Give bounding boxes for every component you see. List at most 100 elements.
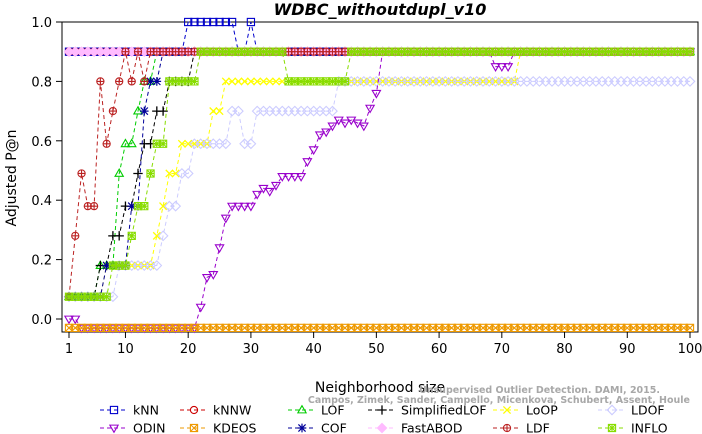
point-loop	[265, 77, 274, 86]
legend-marker	[297, 423, 307, 433]
point-loop	[184, 139, 193, 148]
point-odin	[496, 63, 507, 72]
point-odin	[490, 63, 501, 72]
legend-label: LDOF	[631, 403, 665, 418]
chart-title: WDBC_withoutdupl_v10	[274, 0, 487, 19]
point-loop	[259, 77, 268, 86]
point-odin	[195, 303, 206, 313]
point-inflo	[146, 169, 155, 178]
point-odin	[95, 324, 106, 334]
point-odin	[358, 122, 369, 132]
point-odin	[371, 89, 382, 99]
point-loop	[246, 77, 255, 86]
point-loop	[171, 169, 180, 178]
x-tick-label: 20	[180, 342, 197, 357]
legend-item-fastabod: FastABOD	[368, 421, 463, 434]
legend-item-knn: kNN	[100, 403, 159, 418]
watermark-line-1: Unsupervised Outlier Detection. DAMI, 20…	[419, 385, 660, 396]
point-odin	[327, 122, 338, 132]
legend-marker	[502, 423, 512, 433]
point-odin	[289, 173, 300, 182]
y-tick-label: 0.8	[31, 75, 52, 90]
legend-item-ldf: LDF	[493, 421, 550, 434]
legend-marker	[606, 404, 618, 416]
legend-marker	[607, 423, 617, 433]
point-odin	[252, 190, 263, 200]
legend-marker	[502, 405, 512, 415]
point-odin	[82, 324, 93, 334]
point-simplifiedlof	[158, 106, 168, 116]
legend-marker	[109, 405, 119, 415]
point-odin	[139, 324, 150, 334]
point-odin	[164, 324, 175, 334]
point-ldf	[133, 47, 143, 56]
legend-label: FastABOD	[401, 421, 463, 434]
point-ldf	[77, 169, 86, 178]
point-odin	[170, 324, 181, 334]
point-odin	[233, 202, 244, 212]
point-odin	[296, 173, 307, 182]
point-ldf	[102, 139, 111, 148]
point-ldf	[127, 77, 136, 86]
point-odin	[239, 202, 250, 212]
point-odin	[339, 119, 351, 129]
point-loop	[228, 77, 237, 86]
point-inflo	[685, 47, 695, 56]
point-lof	[132, 105, 144, 115]
point-odin	[214, 244, 225, 254]
point-inflo	[140, 201, 149, 211]
point-odin	[270, 181, 282, 191]
point-lof	[126, 138, 137, 148]
point-odin	[158, 324, 169, 334]
legend-label: LOF	[321, 403, 345, 418]
x-tick-label: 50	[368, 342, 385, 357]
x-tick-label: 90	[619, 342, 636, 357]
y-axis-ticks: 0.0 0.2 0.4 0.6 0.8 1.0	[31, 16, 62, 328]
point-odin	[189, 324, 200, 334]
point-inflo	[278, 47, 287, 56]
legend-label: LoOP	[526, 403, 558, 418]
legend-label: COF	[321, 421, 347, 434]
legend-item-loop: LoOP	[493, 403, 558, 418]
point-cof	[152, 77, 162, 86]
point-knn	[202, 17, 212, 27]
legend-marker	[377, 405, 387, 415]
point-inflo	[340, 77, 350, 86]
point-loop	[215, 107, 224, 116]
point-ldof	[220, 138, 232, 150]
point-odin	[503, 63, 514, 72]
legend-marker	[296, 404, 308, 414]
point-odin	[245, 202, 256, 212]
point-odin	[89, 324, 100, 334]
point-ldf	[121, 47, 130, 56]
y-axis-label: Adjusted P@n	[4, 129, 20, 226]
legend-item-cof: COF	[288, 421, 347, 434]
point-odin	[365, 104, 376, 114]
point-odin	[321, 128, 332, 138]
point-odin	[208, 271, 219, 280]
point-knn	[209, 17, 218, 27]
point-inflo	[121, 261, 130, 270]
point-loop	[271, 77, 281, 86]
point-knn	[227, 17, 237, 27]
series-kdeos	[64, 323, 695, 333]
point-knn	[190, 17, 199, 27]
point-odin	[227, 202, 238, 212]
point-odin	[132, 324, 144, 334]
point-knn	[196, 17, 205, 27]
point-ldof	[157, 230, 169, 242]
legend-item-kdeos: KDEOS	[180, 421, 257, 434]
x-tick-label: 60	[431, 342, 448, 357]
point-loop	[165, 169, 174, 178]
legend-label: INFLO	[631, 421, 668, 434]
series-inflo	[64, 47, 695, 301]
point-knn	[184, 17, 193, 27]
point-loop	[152, 231, 161, 240]
legend-marker	[189, 405, 199, 415]
point-ldf	[96, 77, 105, 86]
point-loop	[209, 107, 218, 116]
point-ldf	[108, 106, 118, 116]
y-tick-label: 0.4	[31, 194, 52, 209]
point-cof	[139, 106, 149, 116]
